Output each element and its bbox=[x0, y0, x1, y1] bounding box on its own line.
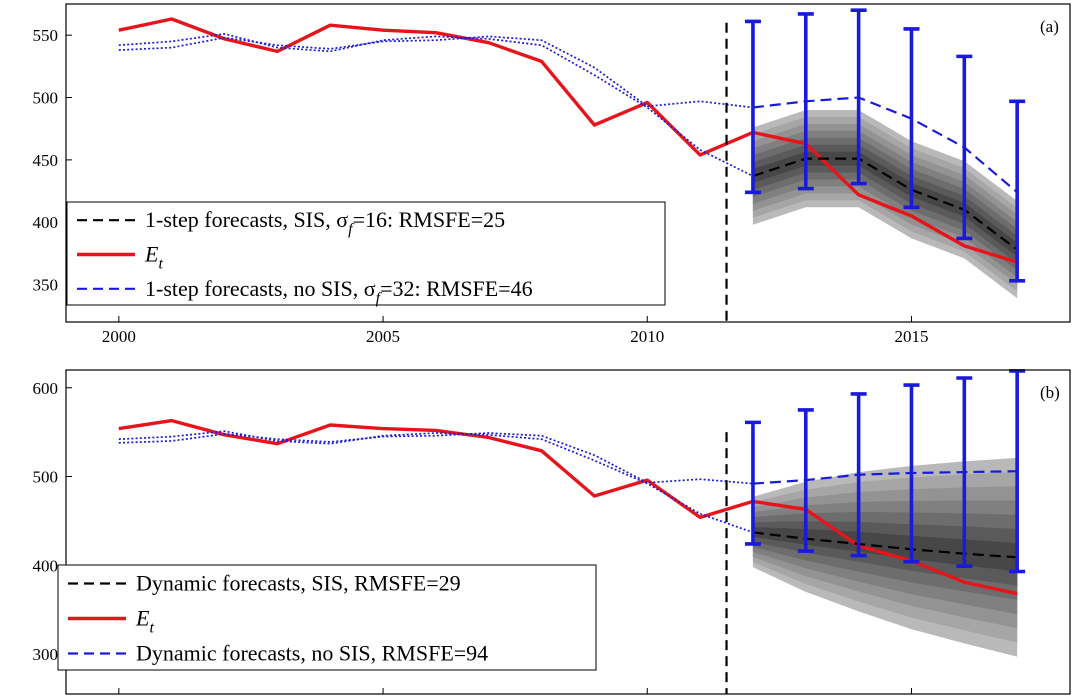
y-tick-label: 500 bbox=[33, 468, 59, 487]
x-tick-label: 2005 bbox=[366, 327, 400, 346]
series-in-sample-fit-sis bbox=[118, 430, 754, 534]
error-bar bbox=[797, 12, 814, 191]
error-bar bbox=[1009, 99, 1026, 283]
x-tick-label: 2000 bbox=[102, 327, 136, 346]
series-in-sample-fit-no-sis bbox=[118, 432, 753, 485]
error-bar bbox=[903, 27, 920, 210]
error-bar bbox=[956, 54, 973, 241]
error-bar bbox=[956, 376, 973, 568]
y-tick-label: 400 bbox=[33, 556, 59, 575]
legend-label: Dynamic forecasts, SIS, RMSFE=29 bbox=[136, 571, 461, 596]
x-tick-label: 2010 bbox=[630, 327, 664, 346]
panel-a: 350 400 450 500 550 2000 2005 2010 2015 (a) 1-step… bbox=[33, 3, 1071, 346]
error-bar bbox=[850, 8, 867, 186]
panel-label: (b) bbox=[1040, 383, 1060, 402]
error-bar bbox=[744, 420, 761, 546]
y-tick-label: 350 bbox=[33, 276, 59, 295]
error-bar bbox=[850, 392, 867, 558]
plot-frame bbox=[65, 369, 1071, 695]
legend-label: Et bbox=[135, 606, 154, 637]
plot-frame bbox=[65, 3, 1071, 323]
fan-band bbox=[752, 527, 1018, 572]
series-e-t bbox=[118, 418, 1018, 596]
series-in-sample-fit-no-sis bbox=[118, 35, 753, 109]
panel-b: 3004005006002000200520102015(b)Dynamic f… bbox=[33, 369, 1071, 700]
legend: Dynamic forecasts, SIS, RMSFE=29 Et Dynami… bbox=[57, 564, 597, 671]
legend-label: Et bbox=[144, 242, 163, 273]
series-dynamic-forecasts-no-sis bbox=[752, 470, 1018, 485]
series-dynamic-forecasts-sis bbox=[752, 531, 1018, 559]
y-tick-label: 500 bbox=[33, 89, 59, 108]
series-1-step-forecasts-no-sis bbox=[752, 96, 1018, 194]
legend-label: Dynamic forecasts, no SIS, RMSFE=94 bbox=[136, 641, 488, 666]
legend: 1-step forecasts, SIS, σf=16: RMSFE=25Et… bbox=[66, 201, 666, 307]
panel-label: (a) bbox=[1040, 17, 1059, 36]
x-tick-label: 2015 bbox=[894, 327, 928, 346]
series-1-step-forecasts-sis bbox=[752, 157, 1018, 251]
error-bar bbox=[744, 19, 761, 195]
series-e-t bbox=[118, 17, 1018, 264]
y-tick-label: 450 bbox=[33, 151, 59, 170]
y-tick-label: 600 bbox=[33, 379, 59, 398]
series-in-sample-fit-sis bbox=[118, 33, 754, 177]
error-bar bbox=[1009, 369, 1026, 574]
error-bar bbox=[903, 383, 920, 564]
y-tick-label: 400 bbox=[33, 213, 59, 232]
error-bar bbox=[797, 408, 814, 553]
y-tick-label: 550 bbox=[33, 26, 59, 45]
y-tick-label: 300 bbox=[33, 645, 59, 664]
